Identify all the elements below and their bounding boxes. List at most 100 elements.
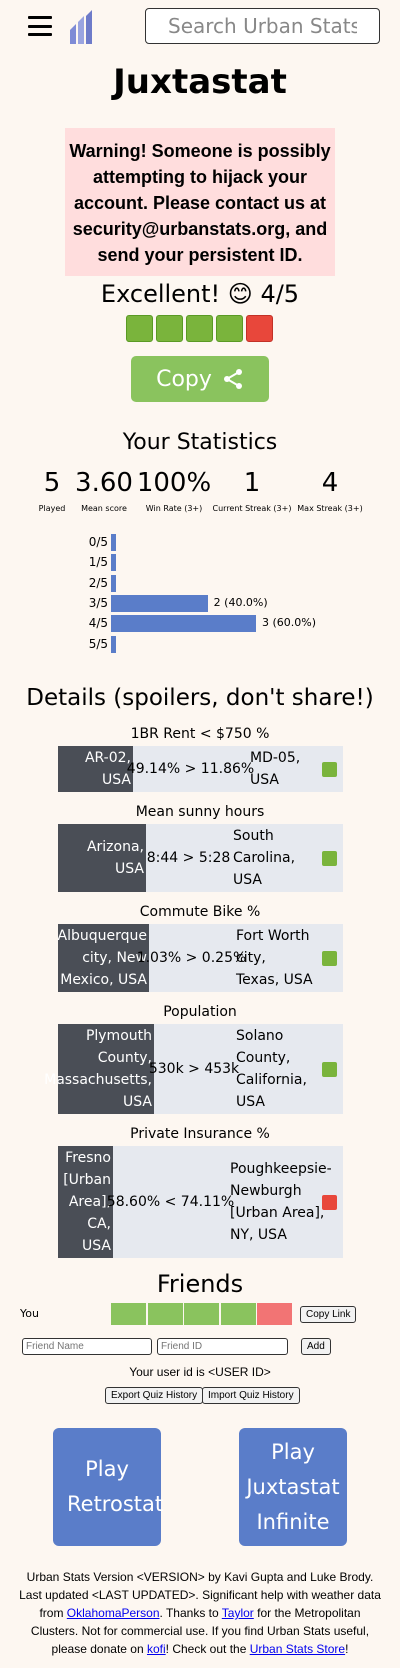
- detail-left-region: Fresno [Urban Area], CA, USA: [58, 1146, 113, 1258]
- histogram-label: 0/5: [88, 535, 108, 549]
- result-square-red: [246, 315, 273, 342]
- search-input[interactable]: [145, 8, 380, 44]
- detail-result-mark: [315, 746, 343, 792]
- friend-square-red: [257, 1303, 292, 1325]
- detail-question: Commute Bike %: [139, 904, 261, 920]
- friend-name-input[interactable]: [22, 1338, 152, 1355]
- detail-result-mark: [315, 924, 343, 992]
- urban-stats-logo[interactable]: [68, 8, 96, 44]
- footer-text: Urban Stats Version <VERSION> by Kavi Gu…: [19, 1570, 381, 1620]
- stat-value: 5: [43, 468, 61, 498]
- stat-value: 100%: [136, 468, 212, 498]
- histogram-row: 0/5: [0, 532, 400, 552]
- histogram-label: 1/5: [88, 555, 108, 570]
- detail-row: Arizona, USA 8:44 > 5:28 South Carolina, U…: [58, 824, 343, 892]
- add-friend-button[interactable]: Add: [301, 1338, 331, 1355]
- histogram-row: 1/5: [0, 552, 400, 572]
- statistics-title: Your Statistics: [122, 430, 278, 455]
- stat-item: 5 Played: [12, 468, 92, 513]
- you-label: You: [20, 1307, 39, 1320]
- friend-square-green: [111, 1303, 146, 1325]
- play-retrostat-button[interactable]: Play Retrostat: [53, 1428, 163, 1546]
- detail-row: Plymouth County, Massachusetts, USA 530k …: [44, 1024, 343, 1114]
- histogram-count: 3 (60.0%): [262, 616, 317, 630]
- detail-row: Albuquerque city, New Mexico, USA 1.03% >…: [58, 924, 343, 992]
- friend-square-green: [147, 1303, 183, 1325]
- stat-value: 1: [243, 468, 261, 498]
- detail-left-region: Arizona, USA: [58, 824, 146, 892]
- histogram-row: 2/5: [0, 573, 400, 593]
- footer-text: !: [345, 1642, 349, 1656]
- copy-link-button[interactable]: Copy Link: [300, 1306, 357, 1323]
- security-warning: Warning! Someone is possibly attempting …: [65, 128, 335, 276]
- footer: Urban Stats Version <VERSION> by Kavi Gu…: [18, 1568, 382, 1658]
- histogram-label: 4/5: [88, 616, 108, 631]
- play-infinite-button[interactable]: Play Juxtastat Infinite: [239, 1428, 347, 1546]
- stat-value: 4: [321, 468, 339, 498]
- store-link[interactable]: Urban Stats Store: [249, 1642, 346, 1656]
- result-square-green: [216, 315, 243, 342]
- detail-question: 1BR Rent < $750 %: [130, 726, 270, 742]
- stat-item: 4 Max Streak (3+): [290, 468, 370, 513]
- incorrect-square: [321, 1194, 337, 1210]
- histogram-row: 4/5 3 (60.0%): [0, 613, 400, 633]
- friend-row-you: You Copy Link: [0, 1302, 400, 1326]
- detail-row: AR-02, USA 49.14% > 11.86% MD-05, USA: [58, 746, 343, 792]
- correct-square: [321, 950, 337, 966]
- detail-comparison: 58.60% < 74.11%: [106, 1194, 235, 1210]
- correct-square: [321, 1061, 337, 1077]
- import-history-button[interactable]: Import Quiz History: [202, 1387, 300, 1404]
- menu-icon[interactable]: [28, 16, 52, 36]
- detail-left-region: Albuquerque city, New Mexico, USA: [58, 924, 149, 992]
- export-history-button[interactable]: Export Quiz History: [105, 1387, 204, 1404]
- detail-right-region: Fort Worth city, Texas, USA: [236, 928, 313, 988]
- kofi-link[interactable]: kofi: [146, 1642, 166, 1656]
- footer-text: ! Check out the: [165, 1642, 250, 1656]
- detail-left-region: Plymouth County, Massachusetts, USA: [44, 1024, 154, 1114]
- stat-label: Max Streak (3+): [297, 504, 363, 513]
- stat-label: Played: [38, 504, 66, 513]
- details-title: Details (spoilers, don't share!): [26, 685, 374, 711]
- score-text: Excellent! 😊 4/5: [100, 280, 300, 308]
- histogram-label: 3/5: [88, 595, 108, 610]
- stat-item: 1 Current Streak (3+): [212, 468, 292, 513]
- result-squares: [126, 315, 273, 342]
- detail-right-region: Solano County, California, USA: [236, 1028, 307, 1110]
- detail-comparison: 8:44 > 5:28: [146, 850, 231, 866]
- detail-right-region: MD-05, USA: [250, 750, 301, 788]
- histogram-label: 2/5: [88, 575, 108, 590]
- stat-value: 3.60: [75, 468, 133, 498]
- footer-text: . Thanks to: [159, 1606, 222, 1620]
- histogram-bar: [111, 574, 116, 592]
- detail-right-region: South Carolina, USA: [233, 828, 296, 888]
- detail-question: Private Insurance %: [130, 1126, 270, 1142]
- histogram-bar: [111, 534, 116, 551]
- share-icon: [223, 369, 242, 389]
- result-square-green: [156, 315, 183, 342]
- taylor-link[interactable]: Taylor: [221, 1606, 254, 1620]
- histogram-bar: [111, 615, 256, 633]
- detail-question: Mean sunny hours: [135, 804, 265, 820]
- stat-label: Mean score: [81, 504, 127, 513]
- friend-id-input[interactable]: [157, 1338, 288, 1355]
- friend-square-green: [220, 1303, 256, 1325]
- header: [0, 0, 400, 52]
- copy-button[interactable]: Copy: [131, 356, 269, 402]
- correct-square: [321, 761, 337, 777]
- histogram-row: 3/5 2 (40.0%): [0, 593, 400, 613]
- detail-row: Fresno [Urban Area], CA, USA 58.60% < 74.…: [58, 1146, 343, 1258]
- histogram-row: 5/5: [0, 634, 400, 654]
- detail-comparison: 1.03% > 0.25%: [136, 950, 247, 966]
- histogram-bar: [111, 635, 116, 653]
- detail-result-mark: [315, 1024, 343, 1114]
- friends-title: Friends: [156, 1270, 244, 1298]
- correct-square: [321, 850, 337, 866]
- histogram-label: 5/5: [88, 636, 108, 651]
- histogram-bar: [111, 594, 208, 612]
- footer-text: for the Metropolitan Clusters. Not for c…: [30, 1606, 370, 1656]
- stat-label: Win Rate (3+): [145, 504, 203, 513]
- result-square-green: [126, 315, 153, 342]
- stat-label: Current Streak (3+): [212, 504, 292, 513]
- oklahomaperson-link[interactable]: OklahomaPerson: [66, 1606, 160, 1620]
- detail-right-region: Poughkeepsie-Newburgh [Urban Area], NY, …: [230, 1161, 332, 1243]
